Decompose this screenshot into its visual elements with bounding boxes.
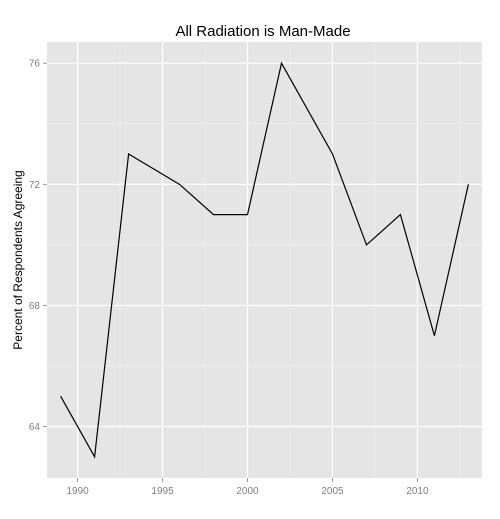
plot-panel <box>47 42 482 478</box>
chart-title: All Radiation is Man-Made <box>175 23 350 40</box>
y-axis-title: Percent of Respondents Agreeing <box>11 170 25 349</box>
x-tick-label: 2010 <box>406 486 429 497</box>
x-tick-label: 2005 <box>321 486 344 497</box>
major-gridlines <box>47 42 482 478</box>
tick-labels: 1990 1995 2000 2005 2010 64 68 72 76 <box>29 59 429 497</box>
minor-gridlines <box>47 42 482 478</box>
y-tick-label: 68 <box>29 301 41 312</box>
y-tick-label: 72 <box>29 180 41 191</box>
y-tick-label: 64 <box>29 422 41 433</box>
series-group <box>60 61 469 459</box>
axis-ticks <box>43 62 418 482</box>
x-tick-label: 1995 <box>151 486 174 497</box>
x-tick-label: 1990 <box>66 486 89 497</box>
x-tick-label: 2000 <box>236 486 259 497</box>
y-tick-label: 76 <box>29 59 41 70</box>
series-line <box>60 61 469 459</box>
